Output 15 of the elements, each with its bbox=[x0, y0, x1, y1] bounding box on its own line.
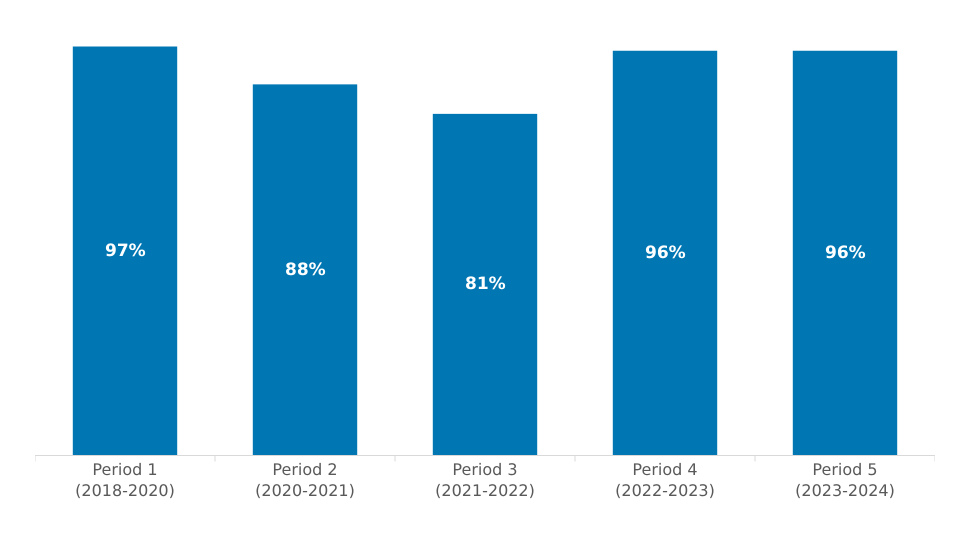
bar bbox=[612, 50, 718, 455]
x-tick-label: Period 5 (2023-2024) bbox=[795, 460, 895, 500]
bar bbox=[72, 46, 178, 455]
x-tick-label: Period 3 (2021-2022) bbox=[435, 460, 535, 500]
x-tick-label: Period 2 (2020-2021) bbox=[255, 460, 355, 500]
bar bbox=[252, 84, 358, 455]
bar bbox=[432, 114, 538, 455]
x-tick-label: Period 4 (2022-2023) bbox=[615, 460, 715, 500]
data-label: 88% bbox=[285, 260, 326, 280]
data-label: 97% bbox=[105, 241, 146, 261]
data-label: 81% bbox=[465, 274, 506, 294]
x-tick-label: Period 1 (2018-2020) bbox=[75, 460, 175, 500]
bar bbox=[792, 50, 898, 455]
data-label: 96% bbox=[825, 243, 866, 263]
data-label: 96% bbox=[645, 243, 686, 263]
